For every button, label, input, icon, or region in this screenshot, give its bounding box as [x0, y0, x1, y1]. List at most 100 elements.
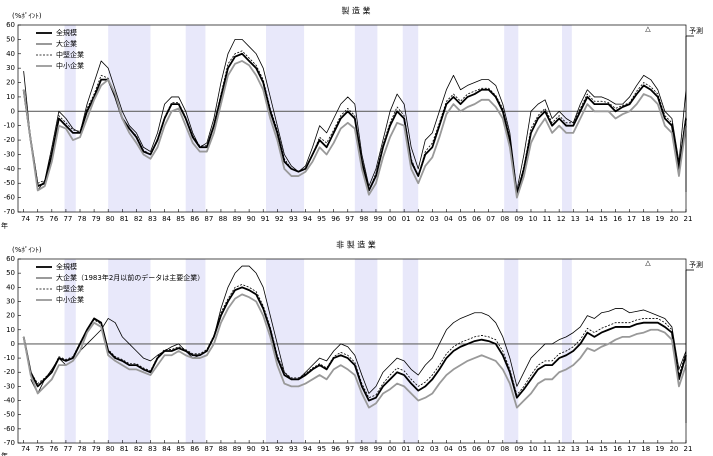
- x-tick-label: 18: [641, 215, 650, 223]
- y-tick-label: 50: [6, 35, 15, 43]
- series-line: [23, 50, 687, 194]
- x-tick-label: 79: [92, 215, 101, 223]
- x-tick-label: 10: [529, 445, 538, 453]
- x-tick-label: 86: [190, 215, 199, 223]
- x-tick-label: 19: [655, 445, 664, 453]
- legend-label: 中小企業: [56, 295, 84, 304]
- y-tick-label: 20: [6, 79, 15, 87]
- y-tick-label: 30: [6, 64, 15, 72]
- x-tick-label: 05: [458, 215, 467, 223]
- x-tick-label: 85: [176, 445, 185, 453]
- series-line: [30, 265, 687, 394]
- x-tick-label: 99: [373, 445, 382, 453]
- x-tick-label: 92: [275, 215, 284, 223]
- x-tick-label: 89: [233, 445, 242, 453]
- chart-title: 製 造 業: [341, 6, 370, 16]
- x-tick-label: 78: [78, 215, 87, 223]
- shaded-period: [266, 259, 305, 443]
- x-tick-label: 12: [557, 445, 566, 453]
- series-line: [23, 38, 687, 191]
- y-tick-label: -50: [4, 411, 15, 419]
- x-tick-label: 84: [162, 445, 171, 453]
- y-tick-label: -40: [4, 397, 15, 405]
- x-tick-label: 78: [78, 445, 87, 453]
- y-axis-label: (%ﾎﾟｲﾝﾄ): [12, 12, 42, 20]
- x-tick-label: 20: [669, 215, 678, 223]
- x-tick-label: 85: [176, 215, 185, 223]
- x-tick-label: 98: [359, 215, 368, 223]
- x-tick-label: 09: [514, 445, 523, 453]
- x-tick-label: 14: [585, 445, 594, 453]
- x-tick-label: 95: [317, 215, 326, 223]
- x-tick-label: 01: [402, 445, 411, 453]
- x-tick-label: 87: [204, 215, 213, 223]
- legend-label: 全規模: [56, 262, 77, 271]
- x-tick-label: 09: [514, 215, 523, 223]
- x-tick-label: 94: [303, 215, 312, 223]
- x-tick-label: 80: [106, 215, 115, 223]
- x-tick-label: 99: [373, 215, 382, 223]
- marker-label: △: [645, 25, 651, 33]
- marker-label: △: [645, 259, 651, 267]
- legend-label: 大企業: [56, 39, 77, 48]
- x-tick-label: 81: [120, 215, 129, 223]
- x-tick-label: 84: [162, 215, 171, 223]
- y-tick-label: -30: [4, 150, 15, 158]
- y-tick-label: -60: [4, 425, 15, 433]
- chart-title: 非 製 造 業: [336, 240, 376, 250]
- y-tick-label: -20: [4, 136, 15, 144]
- x-tick-label: 15: [599, 445, 608, 453]
- shaded-period: [504, 25, 519, 212]
- series-line: [22, 293, 687, 409]
- x-tick-label: 88: [218, 215, 227, 223]
- x-tick-label: 82: [134, 445, 143, 453]
- x-tick-label: 06: [472, 445, 481, 453]
- x-tick-label: 96: [331, 445, 340, 453]
- x-tick-label: 89: [233, 215, 242, 223]
- series-line: [22, 60, 687, 199]
- shaded-period: [108, 259, 151, 443]
- y-tick-label: -50: [4, 179, 15, 187]
- shaded-period: [185, 259, 206, 443]
- x-tick-label: 83: [148, 215, 157, 223]
- x-tick-label: 21: [684, 215, 693, 223]
- y-tick-label: 0: [11, 340, 15, 348]
- x-tick-label: 03: [430, 445, 439, 453]
- y-tick-label: 10: [6, 326, 15, 334]
- x-tick-label: 08: [500, 215, 509, 223]
- x-tick-label: 00: [388, 215, 397, 223]
- x-tick-label: 96: [331, 215, 340, 223]
- x-tick-label: 19: [655, 215, 664, 223]
- x-tick-label: 76: [49, 215, 58, 223]
- x-tick-label: 03: [430, 215, 439, 223]
- x-tick-label: 75: [35, 215, 44, 223]
- x-tick-label: 90: [247, 215, 256, 223]
- y-tick-label: 40: [6, 50, 15, 58]
- x-tick-label: 17: [627, 215, 636, 223]
- y-tick-label: 60: [6, 21, 15, 29]
- x-tick-label: 02: [416, 445, 425, 453]
- shaded-period: [354, 259, 378, 443]
- y-tick-label: 0: [11, 107, 15, 115]
- shaded-period: [185, 25, 206, 212]
- x-tick-label: 90: [247, 445, 256, 453]
- x-tick-label: 18: [641, 445, 650, 453]
- x-tick-label: 88: [218, 445, 227, 453]
- x-tick-label: 16: [613, 215, 622, 223]
- series-line: [22, 286, 687, 402]
- y-tick-label: -20: [4, 368, 15, 376]
- x-tick-label: 08: [500, 445, 509, 453]
- x-tick-label: 81: [120, 445, 129, 453]
- x-tick-label: 17: [627, 445, 636, 453]
- y-axis-label: (%ﾎﾟｲﾝﾄ): [12, 246, 42, 254]
- y-tick-label: 40: [6, 283, 15, 291]
- x-tick-label: 20: [669, 445, 678, 453]
- y-tick-label: 60: [6, 255, 15, 263]
- shaded-period: [402, 259, 419, 443]
- x-tick-label: 02: [416, 215, 425, 223]
- y-tick-label: -40: [4, 165, 15, 173]
- x-tick-label: 01: [402, 215, 411, 223]
- x-axis-label: 年: [1, 451, 8, 456]
- y-tick-label: -70: [4, 439, 15, 447]
